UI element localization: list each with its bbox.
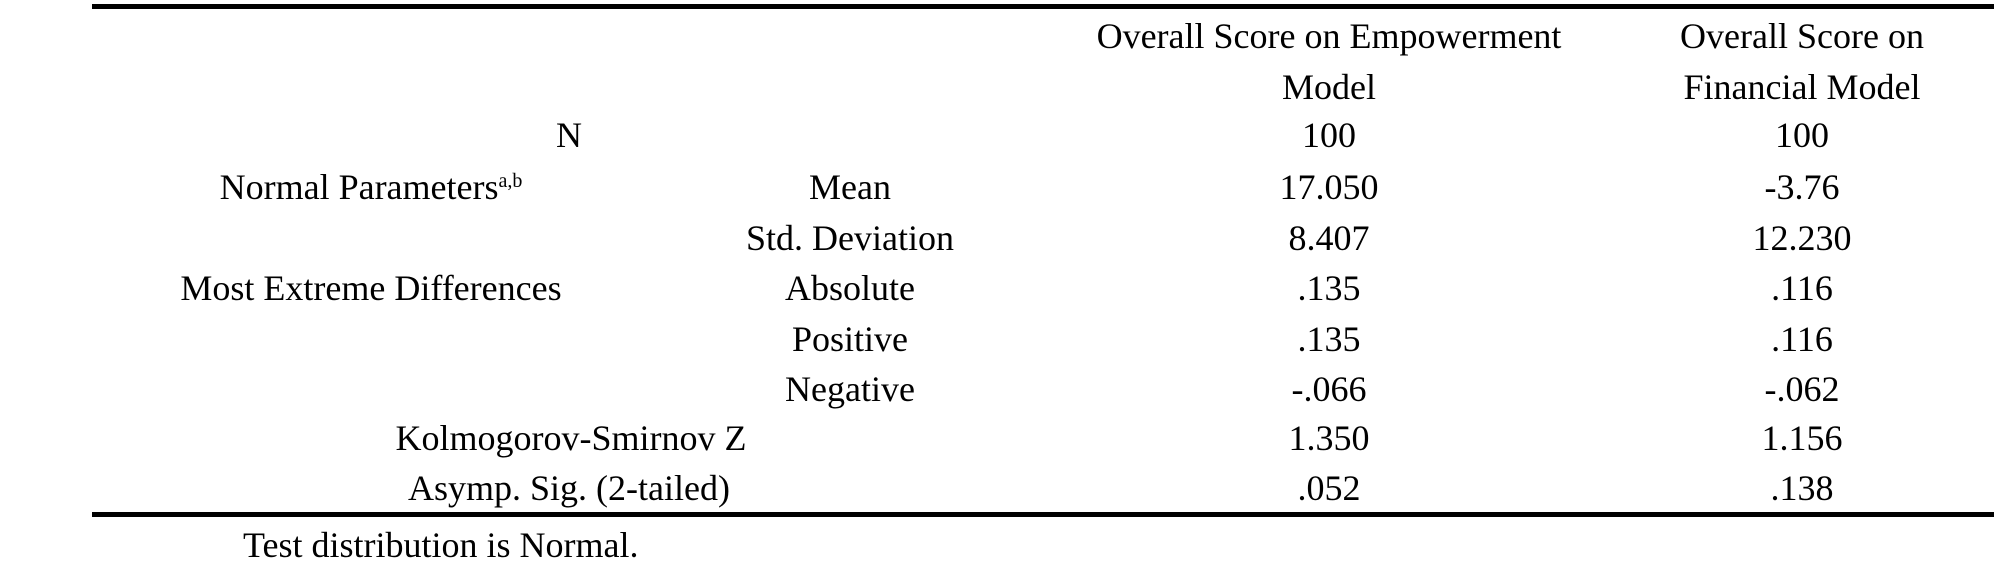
col1-header-line2: Model	[1282, 67, 1376, 107]
footnote: Test distribution is Normal.	[243, 525, 639, 565]
cell: .052	[1297, 468, 1361, 508]
cell: 100	[1775, 115, 1829, 155]
col2-header-line1: Overall Score on	[1680, 16, 1924, 56]
row-label-most-extreme: Most Extreme Differences	[180, 268, 562, 308]
row-label-absolute: Absolute	[785, 268, 915, 308]
cell: 17.050	[1279, 167, 1379, 207]
cell: -.062	[1764, 369, 1840, 409]
cell: -3.76	[1764, 167, 1840, 207]
cell: 100	[1302, 115, 1356, 155]
row-label-mean: Mean	[809, 167, 891, 207]
row-label-negative: Negative	[785, 369, 915, 409]
top-rule	[92, 4, 1994, 9]
row-label-sd: Std. Deviation	[746, 218, 954, 258]
cell: .116	[1771, 268, 1833, 308]
cell: .135	[1297, 319, 1361, 359]
cell: 1.350	[1288, 418, 1370, 458]
cell: .138	[1770, 468, 1834, 508]
cell: -.066	[1291, 369, 1367, 409]
cell: 12.230	[1752, 218, 1852, 258]
row-label-normal-parameters: Normal Parametersa,b	[220, 166, 523, 208]
cell: 8.407	[1288, 218, 1370, 258]
cell: .116	[1771, 319, 1833, 359]
col1-header-line1: Overall Score on Empowerment	[1096, 16, 1562, 56]
cell: .135	[1297, 268, 1361, 308]
bottom-rule	[92, 512, 1994, 517]
row-label-asymp-sig: Asymp. Sig. (2-tailed)	[408, 468, 730, 508]
cell: 1.156	[1761, 418, 1843, 458]
col2-header-line2: Financial Model	[1683, 67, 1921, 107]
row-label-ks-z: Kolmogorov-Smirnov Z	[395, 418, 747, 458]
row-label-n: N	[556, 115, 582, 155]
row-label-positive: Positive	[791, 319, 909, 359]
label-text: Normal Parameters	[219, 167, 499, 207]
footnote-marker: a,b	[498, 170, 523, 192]
